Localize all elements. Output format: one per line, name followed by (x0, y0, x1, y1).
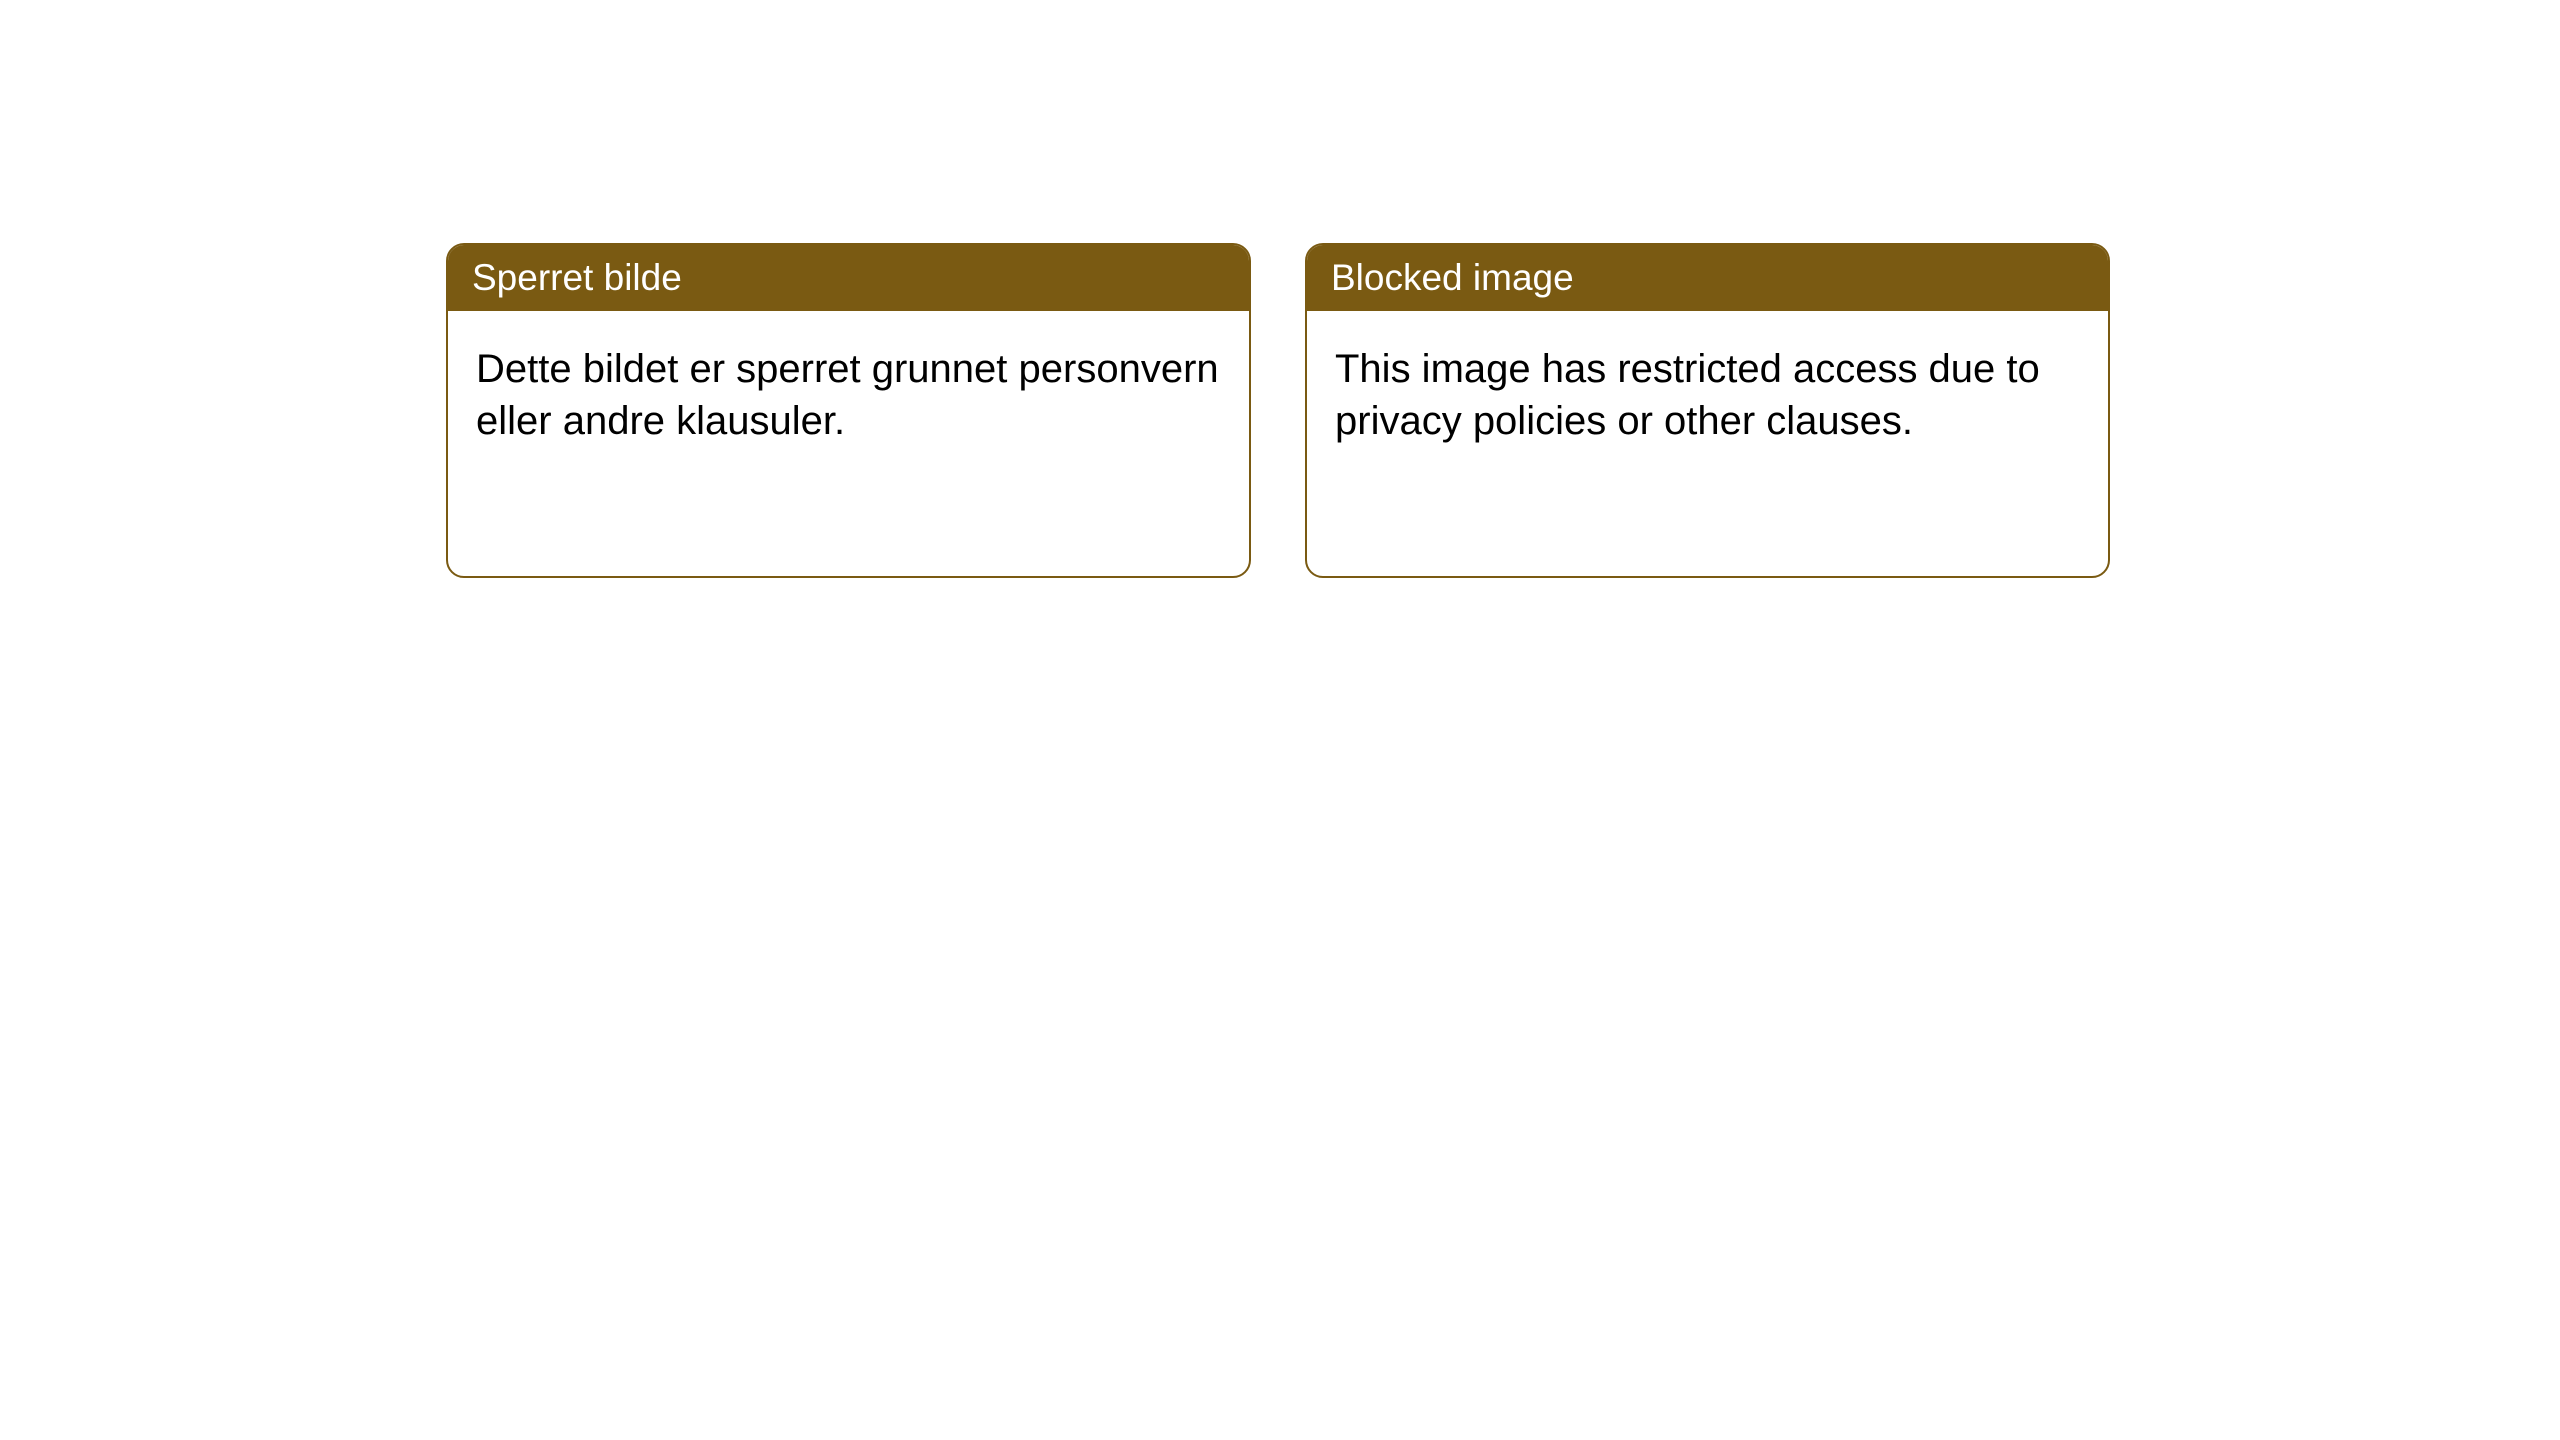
card-body-no: Dette bildet er sperret grunnet personve… (448, 311, 1249, 479)
card-title-en: Blocked image (1331, 257, 1574, 298)
card-title-no: Sperret bilde (472, 257, 682, 298)
card-message-no: Dette bildet er sperret grunnet personve… (476, 347, 1219, 443)
card-header-no: Sperret bilde (448, 245, 1249, 311)
card-header-en: Blocked image (1307, 245, 2108, 311)
blocked-image-card-en: Blocked image This image has restricted … (1305, 243, 2110, 578)
blocked-image-card-no: Sperret bilde Dette bildet er sperret gr… (446, 243, 1251, 578)
card-body-en: This image has restricted access due to … (1307, 311, 2108, 479)
cards-container: Sperret bilde Dette bildet er sperret gr… (446, 243, 2110, 578)
card-message-en: This image has restricted access due to … (1335, 347, 2040, 443)
